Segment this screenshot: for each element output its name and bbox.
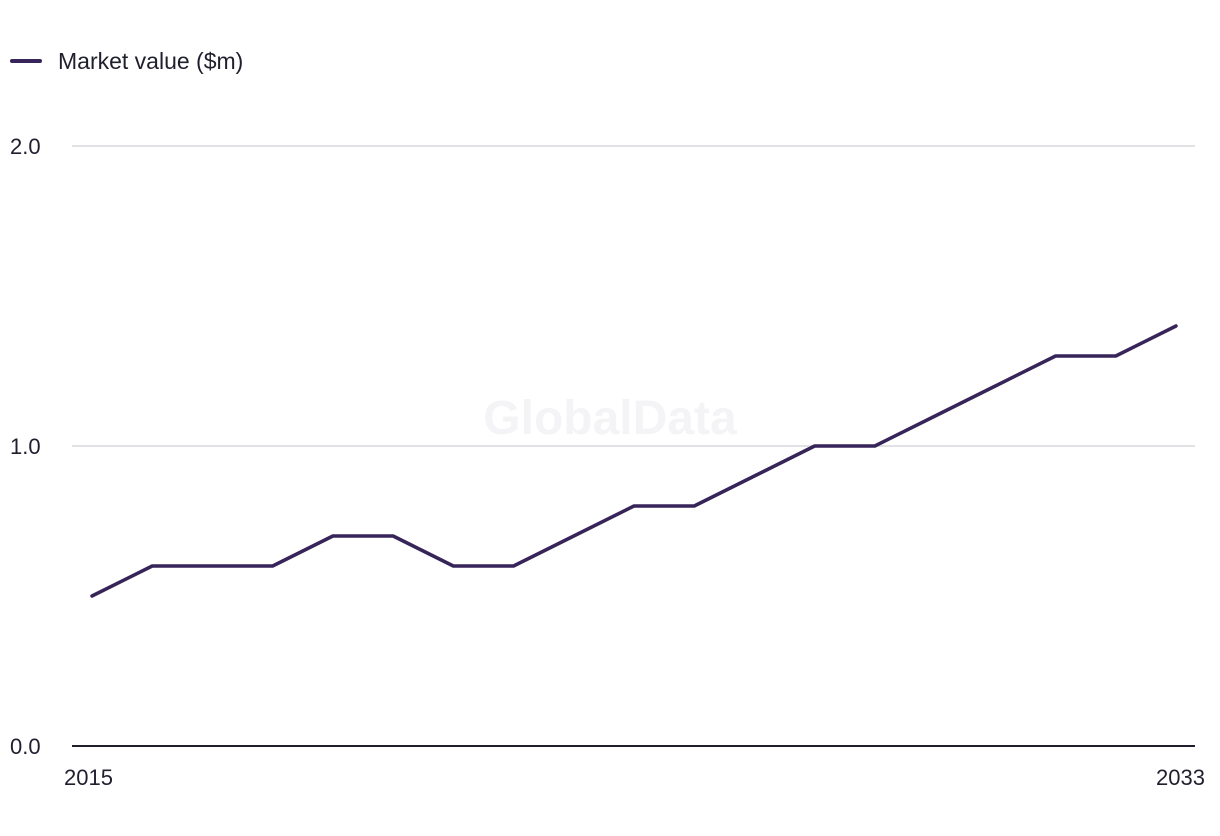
x-tick-label: 2015 xyxy=(64,765,113,790)
legend-swatch xyxy=(10,59,42,63)
y-axis-ticks: 0.0 1.0 2.0 xyxy=(10,134,41,759)
legend-label: Market value ($m) xyxy=(58,47,244,74)
watermark: GlobalData xyxy=(483,392,737,445)
series-line-market-value xyxy=(90,324,1178,598)
y-tick-label: 0.0 xyxy=(10,734,41,759)
gridlines xyxy=(72,145,1195,447)
y-tick-label: 2.0 xyxy=(10,134,41,159)
series-group xyxy=(90,324,1178,598)
x-tick-label: 2033 xyxy=(1156,765,1205,790)
x-axis-ticks: 2015 2033 xyxy=(64,765,1205,790)
y-tick-label: 1.0 xyxy=(10,434,41,459)
legend: Market value ($m) xyxy=(10,46,243,76)
